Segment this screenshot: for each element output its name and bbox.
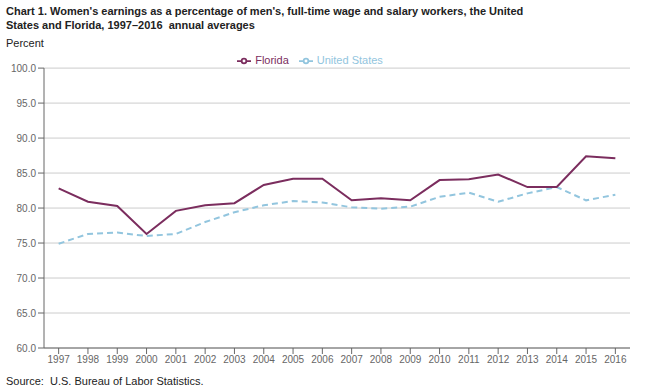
svg-text:100.0: 100.0 bbox=[11, 63, 36, 74]
svg-text:75.0: 75.0 bbox=[17, 238, 37, 249]
svg-text:2010: 2010 bbox=[428, 354, 451, 365]
svg-text:2006: 2006 bbox=[311, 354, 334, 365]
svg-text:85.0: 85.0 bbox=[17, 168, 37, 179]
svg-text:2002: 2002 bbox=[194, 354, 217, 365]
svg-text:2014: 2014 bbox=[546, 354, 569, 365]
html-text:Chart 1. Women's earnings as a: Chart 1. Women's earnings as a percentag… bbox=[6, 5, 524, 17]
svg-text:70.0: 70.0 bbox=[17, 273, 37, 284]
svg-text:1999: 1999 bbox=[106, 354, 129, 365]
svg-text:2015: 2015 bbox=[575, 354, 598, 365]
svg-text:2009: 2009 bbox=[399, 354, 422, 365]
svg-text:60.0: 60.0 bbox=[17, 343, 37, 354]
svg-text:2011: 2011 bbox=[458, 354, 480, 365]
svg-text:2005: 2005 bbox=[282, 354, 305, 365]
svg-text:90.0: 90.0 bbox=[17, 133, 37, 144]
html-text:Florida: Florida bbox=[255, 54, 289, 66]
svg-text:95.0: 95.0 bbox=[17, 98, 37, 109]
svg-text:2016: 2016 bbox=[604, 354, 627, 365]
html-text:States and Florida, 1997–2016: States and Florida, 1997–2016 annual ave… bbox=[6, 19, 255, 31]
svg-text:2004: 2004 bbox=[253, 354, 276, 365]
svg-text:2008: 2008 bbox=[370, 354, 393, 365]
svg-text:2013: 2013 bbox=[516, 354, 539, 365]
svg-text:1998: 1998 bbox=[77, 354, 100, 365]
html-text:United States: United States bbox=[316, 54, 383, 66]
svg-text:2001: 2001 bbox=[165, 354, 188, 365]
svg-text:1997: 1997 bbox=[48, 354, 71, 365]
svg-text:2000: 2000 bbox=[135, 354, 158, 365]
html-text:Source: U.S. Bureau of Labor S: Source: U.S. Bureau of Labor Statistics. bbox=[6, 375, 204, 387]
svg-text:80.0: 80.0 bbox=[17, 203, 37, 214]
svg-text:65.0: 65.0 bbox=[17, 308, 37, 319]
html-text:Percent: Percent bbox=[6, 37, 44, 49]
svg-text:2007: 2007 bbox=[341, 354, 364, 365]
svg-text:2012: 2012 bbox=[487, 354, 510, 365]
svg-text:2003: 2003 bbox=[223, 354, 246, 365]
